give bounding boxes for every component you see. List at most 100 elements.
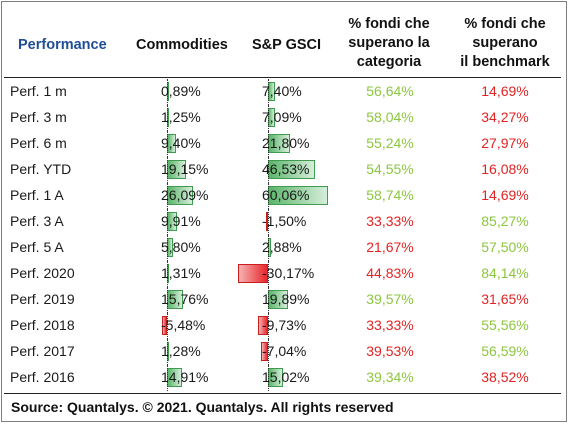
gsci-axis bbox=[268, 235, 269, 261]
commodities-value: 9,40% bbox=[161, 135, 201, 151]
header-pct-benchmark-line1: % fondi che bbox=[464, 16, 546, 32]
gsci-value: 7,09% bbox=[262, 109, 302, 125]
commodities-value: 15,76% bbox=[161, 291, 209, 307]
commodities-axis bbox=[167, 183, 168, 209]
table-row: Perf. 6 m 9,40% 21,80% 55,24% 27,97% bbox=[0, 131, 569, 157]
table-row: Perf. 3 m 1,25% 7,09% 58,04% 34,27% bbox=[0, 105, 569, 131]
table-row: Perf. 1 A 26,09% 60,06% 58,74% 14,69% bbox=[0, 183, 569, 209]
commodities-axis bbox=[167, 209, 168, 235]
header-pct-benchmark-line2: superano bbox=[472, 35, 538, 51]
footer-separator bbox=[4, 393, 561, 394]
commodities-value: 0,89% bbox=[161, 83, 201, 99]
row-label: Perf. 1 A bbox=[10, 187, 64, 203]
gsci-value: -30,17% bbox=[262, 265, 315, 281]
gsci-axis bbox=[268, 79, 269, 105]
gsci-axis bbox=[268, 183, 269, 209]
row-label: Perf. 3 m bbox=[10, 109, 67, 125]
pct-categoria-value: 39,57% bbox=[366, 291, 414, 307]
commodities-axis bbox=[167, 339, 168, 365]
gsci-axis bbox=[268, 209, 269, 235]
gsci-axis bbox=[268, 339, 269, 365]
header-pct-categoria-line3: categoria bbox=[356, 54, 422, 70]
pct-benchmark-value: 14,69% bbox=[481, 187, 529, 203]
row-label: Perf. 2020 bbox=[10, 265, 75, 281]
commodities-axis bbox=[167, 261, 168, 287]
gsci-value: 46,53% bbox=[262, 161, 310, 177]
header-pct-categoria-line2: superano la bbox=[348, 35, 430, 51]
row-label: Perf. 5 A bbox=[10, 239, 64, 255]
row-label: Perf. 2018 bbox=[10, 317, 75, 333]
gsci-value: 21,80% bbox=[262, 135, 310, 151]
commodities-value: 5,80% bbox=[161, 239, 201, 255]
gsci-bar bbox=[260, 342, 268, 361]
pct-benchmark-value: 85,27% bbox=[481, 213, 529, 229]
header-separator bbox=[4, 77, 561, 78]
pct-benchmark-value: 84,14% bbox=[481, 265, 529, 281]
header-performance: Performance bbox=[18, 37, 107, 53]
pct-benchmark-value: 57,50% bbox=[481, 239, 529, 255]
pct-categoria-value: 55,24% bbox=[366, 135, 414, 151]
gsci-axis bbox=[268, 313, 269, 339]
pct-categoria-value: 33,33% bbox=[366, 213, 414, 229]
table-row: Perf. 1 m 0,89% 7,40% 56,64% 14,69% bbox=[0, 79, 569, 105]
header-pct-categoria-line1: % fondi che bbox=[348, 16, 430, 32]
commodities-axis bbox=[167, 365, 168, 391]
source-note: Source: Quantalys. © 2021. Quantalys. Al… bbox=[11, 399, 394, 415]
gsci-value: 7,40% bbox=[262, 83, 302, 99]
row-label: Perf. 1 m bbox=[10, 83, 67, 99]
row-label: Perf. 2017 bbox=[10, 343, 75, 359]
gsci-axis bbox=[268, 105, 269, 131]
commodities-value: 26,09% bbox=[161, 187, 209, 203]
pct-categoria-value: 39,53% bbox=[366, 343, 414, 359]
pct-categoria-value: 58,04% bbox=[366, 109, 414, 125]
pct-categoria-value: 21,67% bbox=[366, 239, 414, 255]
commodities-value: 19,15% bbox=[161, 161, 209, 177]
commodities-axis bbox=[167, 157, 168, 183]
gsci-axis bbox=[268, 261, 269, 287]
table-row: Perf. 2016 14,91% 15,02% 39,34% 38,52% bbox=[0, 365, 569, 391]
gsci-axis bbox=[268, 131, 269, 157]
gsci-bar bbox=[237, 264, 268, 283]
commodities-axis bbox=[167, 79, 168, 105]
row-label: Perf. YTD bbox=[10, 161, 72, 177]
gsci-axis bbox=[268, 365, 269, 391]
gsci-value: 60,06% bbox=[262, 187, 310, 203]
pct-benchmark-value: 56,59% bbox=[481, 343, 529, 359]
commodities-axis bbox=[167, 105, 168, 131]
row-label: Perf. 3 A bbox=[10, 213, 64, 229]
commodities-value: 14,91% bbox=[161, 369, 209, 385]
gsci-value: -7,04% bbox=[262, 343, 307, 359]
commodities-value: 1,25% bbox=[161, 109, 201, 125]
gsci-value: 19,89% bbox=[262, 291, 310, 307]
commodities-axis bbox=[167, 131, 168, 157]
pct-benchmark-value: 14,69% bbox=[481, 83, 529, 99]
commodities-axis bbox=[167, 313, 168, 339]
header-pct-categoria: % fondi che superano la categoria bbox=[334, 15, 444, 72]
pct-categoria-value: 58,74% bbox=[366, 187, 414, 203]
header-pct-benchmark-line3: il benchmark bbox=[460, 54, 550, 70]
pct-categoria-value: 44,83% bbox=[366, 265, 414, 281]
table-row: Perf. 2018 -5,48% -9,73% 33,33% 55,56% bbox=[0, 313, 569, 339]
pct-benchmark-value: 31,65% bbox=[481, 291, 529, 307]
pct-categoria-value: 56,64% bbox=[366, 83, 414, 99]
commodities-value: -5,48% bbox=[161, 317, 206, 333]
table-row: Perf. 2019 15,76% 19,89% 39,57% 31,65% bbox=[0, 287, 569, 313]
table-row: Perf. 2020 1,31% -30,17% 44,83% 84,14% bbox=[0, 261, 569, 287]
pct-categoria-value: 39,34% bbox=[366, 369, 414, 385]
gsci-value: 15,02% bbox=[262, 369, 310, 385]
gsci-value: -9,73% bbox=[262, 317, 307, 333]
gsci-bar bbox=[258, 316, 268, 335]
pct-benchmark-value: 34,27% bbox=[481, 109, 529, 125]
pct-categoria-value: 33,33% bbox=[366, 317, 414, 333]
gsci-axis bbox=[268, 157, 269, 183]
pct-benchmark-value: 16,08% bbox=[481, 161, 529, 177]
gsci-value: 2,88% bbox=[262, 239, 302, 255]
commodities-value: 1,31% bbox=[161, 265, 201, 281]
table-row: Perf. 5 A 5,80% 2,88% 21,67% 57,50% bbox=[0, 235, 569, 261]
row-label: Perf. 2016 bbox=[10, 369, 75, 385]
commodities-value: 1,28% bbox=[161, 343, 201, 359]
pct-benchmark-value: 38,52% bbox=[481, 369, 529, 385]
header-pct-benchmark: % fondi che superano il benchmark bbox=[450, 15, 560, 72]
row-label: Perf. 6 m bbox=[10, 135, 67, 151]
